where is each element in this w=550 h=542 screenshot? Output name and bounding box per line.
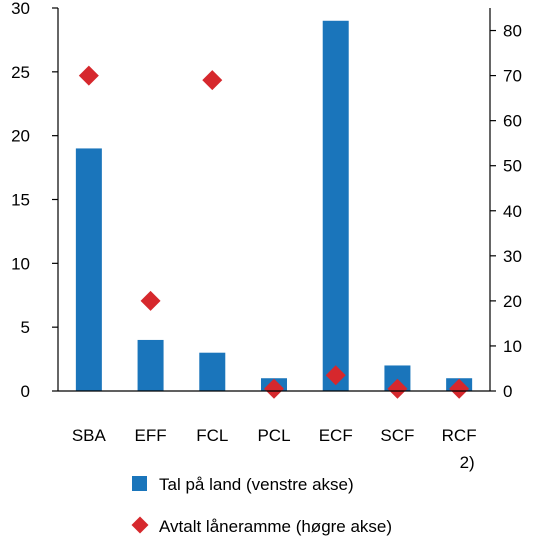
bar: [322, 20, 349, 392]
category-label: ECF: [319, 426, 353, 445]
diamond-marker: [387, 378, 408, 399]
legend-diamond-swatch: [131, 516, 149, 534]
right-axis-ticks: 0 10 20 30 40 50 60 70 80: [490, 22, 522, 401]
right-tick-label: 60: [503, 112, 522, 131]
bar: [75, 148, 102, 391]
bar-series: [75, 20, 473, 392]
diamond-marker: [140, 290, 161, 311]
right-tick-label: 30: [503, 247, 522, 266]
diamond-marker: [202, 70, 223, 91]
right-tick-label: 70: [503, 67, 522, 86]
legend-label-diamonds: Avtalt låneramme (høgre akse): [159, 517, 392, 536]
legend: Tal på land (venstre akse) Avtalt lånera…: [131, 475, 392, 536]
diamond-marker: [78, 65, 99, 86]
legend-label-bars: Tal på land (venstre akse): [159, 475, 354, 494]
category-label: RCF: [442, 426, 477, 445]
category-label: SCF: [380, 426, 414, 445]
bar: [137, 339, 164, 391]
right-tick-label: 10: [503, 337, 522, 356]
right-tick-label: 80: [503, 22, 522, 41]
category-labels: SBA EFF FCL PCL ECF SCF RCF 2): [72, 426, 477, 472]
right-tick-label: 0: [503, 382, 512, 401]
bar: [199, 352, 226, 391]
left-tick-label: 0: [21, 382, 30, 401]
left-tick-label: 5: [21, 318, 30, 337]
left-axis-ticks: 0 5 10 15 20 25 30: [11, 0, 58, 401]
category-label-note: 2): [460, 453, 475, 472]
right-tick-label: 20: [503, 292, 522, 311]
category-label: PCL: [257, 426, 290, 445]
category-label: SBA: [72, 426, 107, 445]
diamond-marker: [449, 378, 470, 399]
category-label: FCL: [196, 426, 228, 445]
right-tick-label: 50: [503, 157, 522, 176]
legend-bar-swatch: [132, 476, 147, 491]
diamond-marker: [264, 378, 284, 399]
left-tick-label: 15: [11, 191, 30, 210]
left-tick-label: 25: [11, 63, 30, 82]
diamond-marker: [325, 365, 346, 386]
left-tick-label: 20: [11, 127, 30, 146]
left-tick-label: 30: [11, 0, 30, 18]
right-tick-label: 40: [503, 202, 522, 221]
left-tick-label: 10: [11, 254, 30, 273]
category-label: EFF: [135, 426, 167, 445]
diamond-series: [78, 65, 470, 399]
